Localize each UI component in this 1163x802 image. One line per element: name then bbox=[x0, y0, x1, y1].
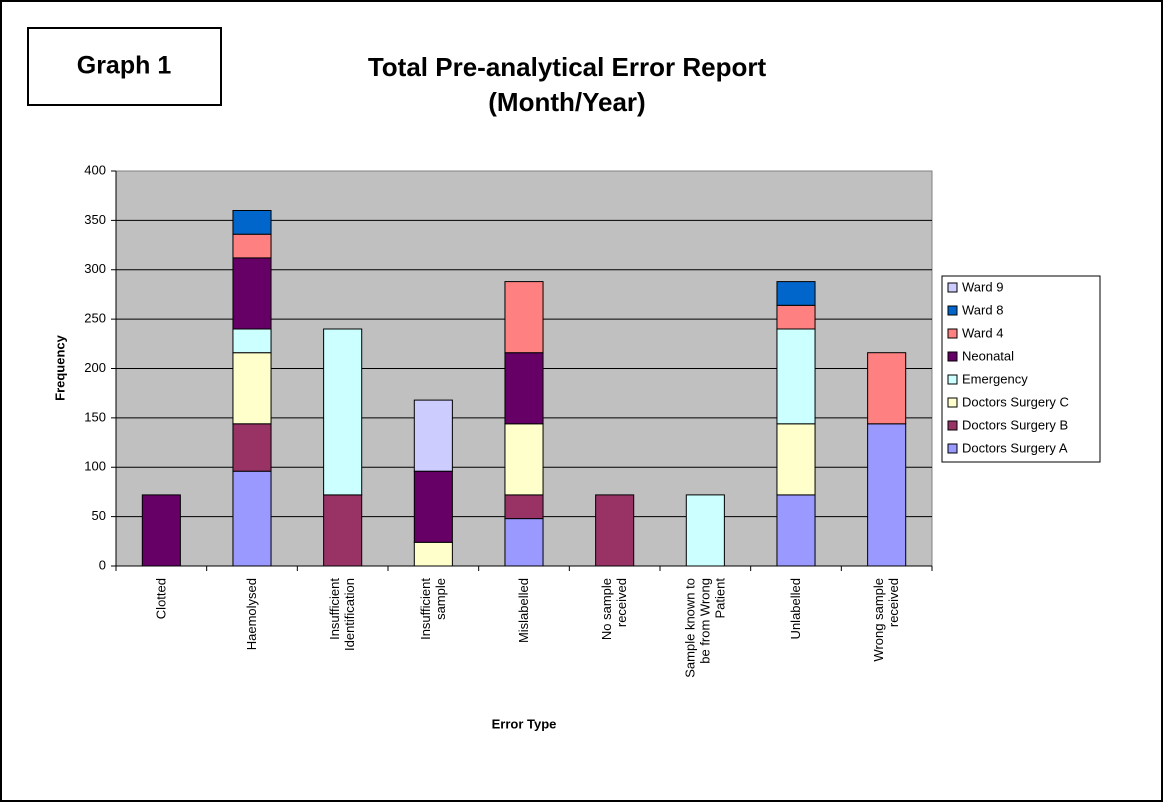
y-tick-label: 100 bbox=[84, 459, 106, 474]
y-tick-label: 50 bbox=[92, 508, 106, 523]
y-tick-label: 200 bbox=[84, 360, 106, 375]
legend-label: Doctors Surgery A bbox=[962, 440, 1068, 455]
bar-segment bbox=[232, 210, 272, 235]
bar-segment bbox=[141, 494, 181, 567]
legend-label: Emergency bbox=[962, 371, 1028, 386]
y-tick-label: 150 bbox=[84, 409, 106, 424]
y-axis-title: Frequency bbox=[52, 334, 67, 401]
bar-segment bbox=[504, 494, 544, 520]
legend-label: Ward 8 bbox=[962, 302, 1003, 317]
x-tick-label: Mislabelled bbox=[516, 578, 531, 643]
y-tick-label: 400 bbox=[84, 162, 106, 177]
bar-segment bbox=[232, 233, 272, 259]
bar-segment bbox=[323, 328, 363, 496]
legend-swatch bbox=[947, 305, 958, 316]
bar-segment bbox=[232, 423, 272, 472]
legend-box bbox=[941, 275, 1101, 463]
x-tick-label: Sample known tobe from WrongPatient bbox=[682, 578, 727, 678]
bar-segment bbox=[595, 494, 635, 567]
x-tick-label: No samplereceived bbox=[599, 578, 629, 640]
bar-segment bbox=[232, 470, 272, 567]
bar-segment bbox=[685, 494, 725, 567]
bar-segment bbox=[776, 328, 816, 425]
legend-swatch bbox=[947, 328, 958, 339]
legend-swatch bbox=[947, 443, 958, 454]
x-tick-label: InsufficientIdentification bbox=[327, 578, 357, 651]
y-tick-label: 250 bbox=[84, 311, 106, 326]
bar-segment bbox=[776, 423, 816, 496]
bar-segment bbox=[504, 352, 544, 425]
bar-segment bbox=[232, 352, 272, 425]
bar-segment bbox=[413, 470, 453, 543]
bar-segment bbox=[413, 541, 453, 567]
legend-swatch bbox=[947, 397, 958, 408]
x-tick-label: Unlabelled bbox=[788, 578, 803, 639]
legend-label: Doctors Surgery B bbox=[962, 417, 1068, 432]
x-tick-label: Wrong samplereceived bbox=[871, 578, 901, 662]
bar-segment bbox=[323, 494, 363, 567]
bar-segment bbox=[867, 423, 907, 567]
chart-title: Total Pre-analytical Error Report bbox=[368, 52, 767, 82]
bar-segment bbox=[776, 304, 816, 330]
y-tick-label: 350 bbox=[84, 212, 106, 227]
bar-segment bbox=[232, 257, 272, 330]
bar-segment bbox=[232, 328, 272, 354]
x-tick-label: Clotted bbox=[153, 578, 168, 619]
bar-segment bbox=[413, 399, 453, 472]
chart-subtitle: (Month/Year) bbox=[488, 87, 645, 117]
bar-segment bbox=[867, 352, 907, 425]
bar-segment bbox=[776, 281, 816, 306]
y-tick-label: 0 bbox=[99, 557, 106, 572]
bar-segment bbox=[504, 518, 544, 567]
legend-label: Neonatal bbox=[962, 348, 1014, 363]
bar-segment bbox=[504, 423, 544, 496]
bar-segment bbox=[504, 281, 544, 354]
graph-label: Graph 1 bbox=[77, 52, 172, 80]
legend-swatch bbox=[947, 282, 958, 293]
legend-swatch bbox=[947, 351, 958, 362]
label-box bbox=[27, 27, 222, 106]
bar-segment bbox=[776, 494, 816, 567]
legend-swatch bbox=[947, 420, 958, 431]
x-axis-title: Error Type bbox=[492, 716, 557, 731]
x-tick-label: Haemolysed bbox=[244, 578, 259, 650]
legend-label: Ward 4 bbox=[962, 325, 1003, 340]
legend-swatch bbox=[947, 374, 958, 385]
y-tick-label: 300 bbox=[84, 261, 106, 276]
x-tick-label: Insufficientsample bbox=[418, 578, 448, 640]
legend-label: Doctors Surgery C bbox=[962, 394, 1069, 409]
legend-label: Ward 9 bbox=[962, 279, 1003, 294]
